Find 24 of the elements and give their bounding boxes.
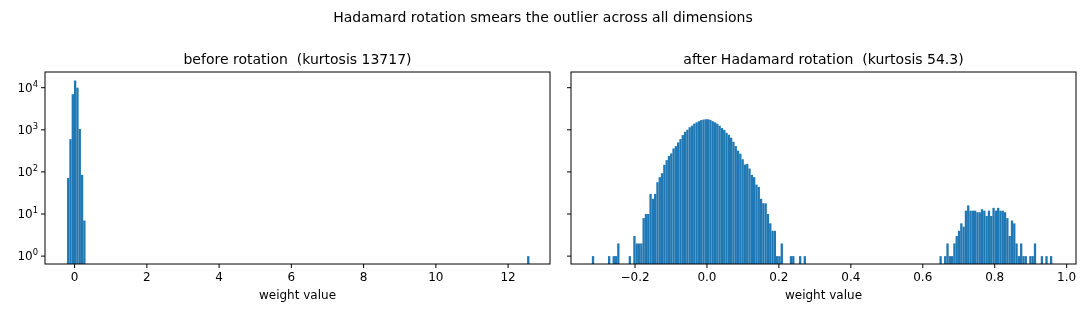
x-tick-label: 0 [70, 270, 79, 284]
x-tick-label: 6 [287, 270, 296, 284]
x-tick-label: 0.8 [985, 270, 1005, 284]
x-tick-label: 0.2 [769, 270, 789, 284]
x-tick-label: 1.0 [1057, 270, 1077, 284]
chart-title: after Hadamard rotation (kurtosis 54.3) [683, 51, 964, 67]
chart-title: before rotation (kurtosis 13717) [183, 51, 412, 67]
text: Hadamard rotation smears the outlier across all dimensions [333, 9, 753, 25]
y-tick-label: 10$^{4}$ [17, 78, 38, 95]
y-tick-label: 10$^{0}$ [17, 247, 38, 264]
x-tick-label: 0.0 [697, 270, 717, 284]
x-tick-label: 10 [428, 270, 444, 284]
x-axis-title: weight value [784, 288, 863, 302]
x-tick-label: 12 [500, 270, 516, 284]
x-tick-label: 0.6 [913, 270, 933, 284]
y-tick-label: 10$^{2}$ [17, 162, 38, 179]
x-axis-title: weight value [258, 288, 337, 302]
x-tick-label: 0.4 [841, 270, 861, 284]
x-tick-label: 8 [359, 270, 368, 284]
x-tick-label: 2 [143, 270, 151, 284]
y-tick-label: 10$^{1}$ [17, 205, 38, 222]
y-tick-label: 10$^{3}$ [17, 120, 38, 137]
x-tick-label: −0.2 [620, 270, 650, 284]
x-tick-label: 4 [215, 270, 223, 284]
